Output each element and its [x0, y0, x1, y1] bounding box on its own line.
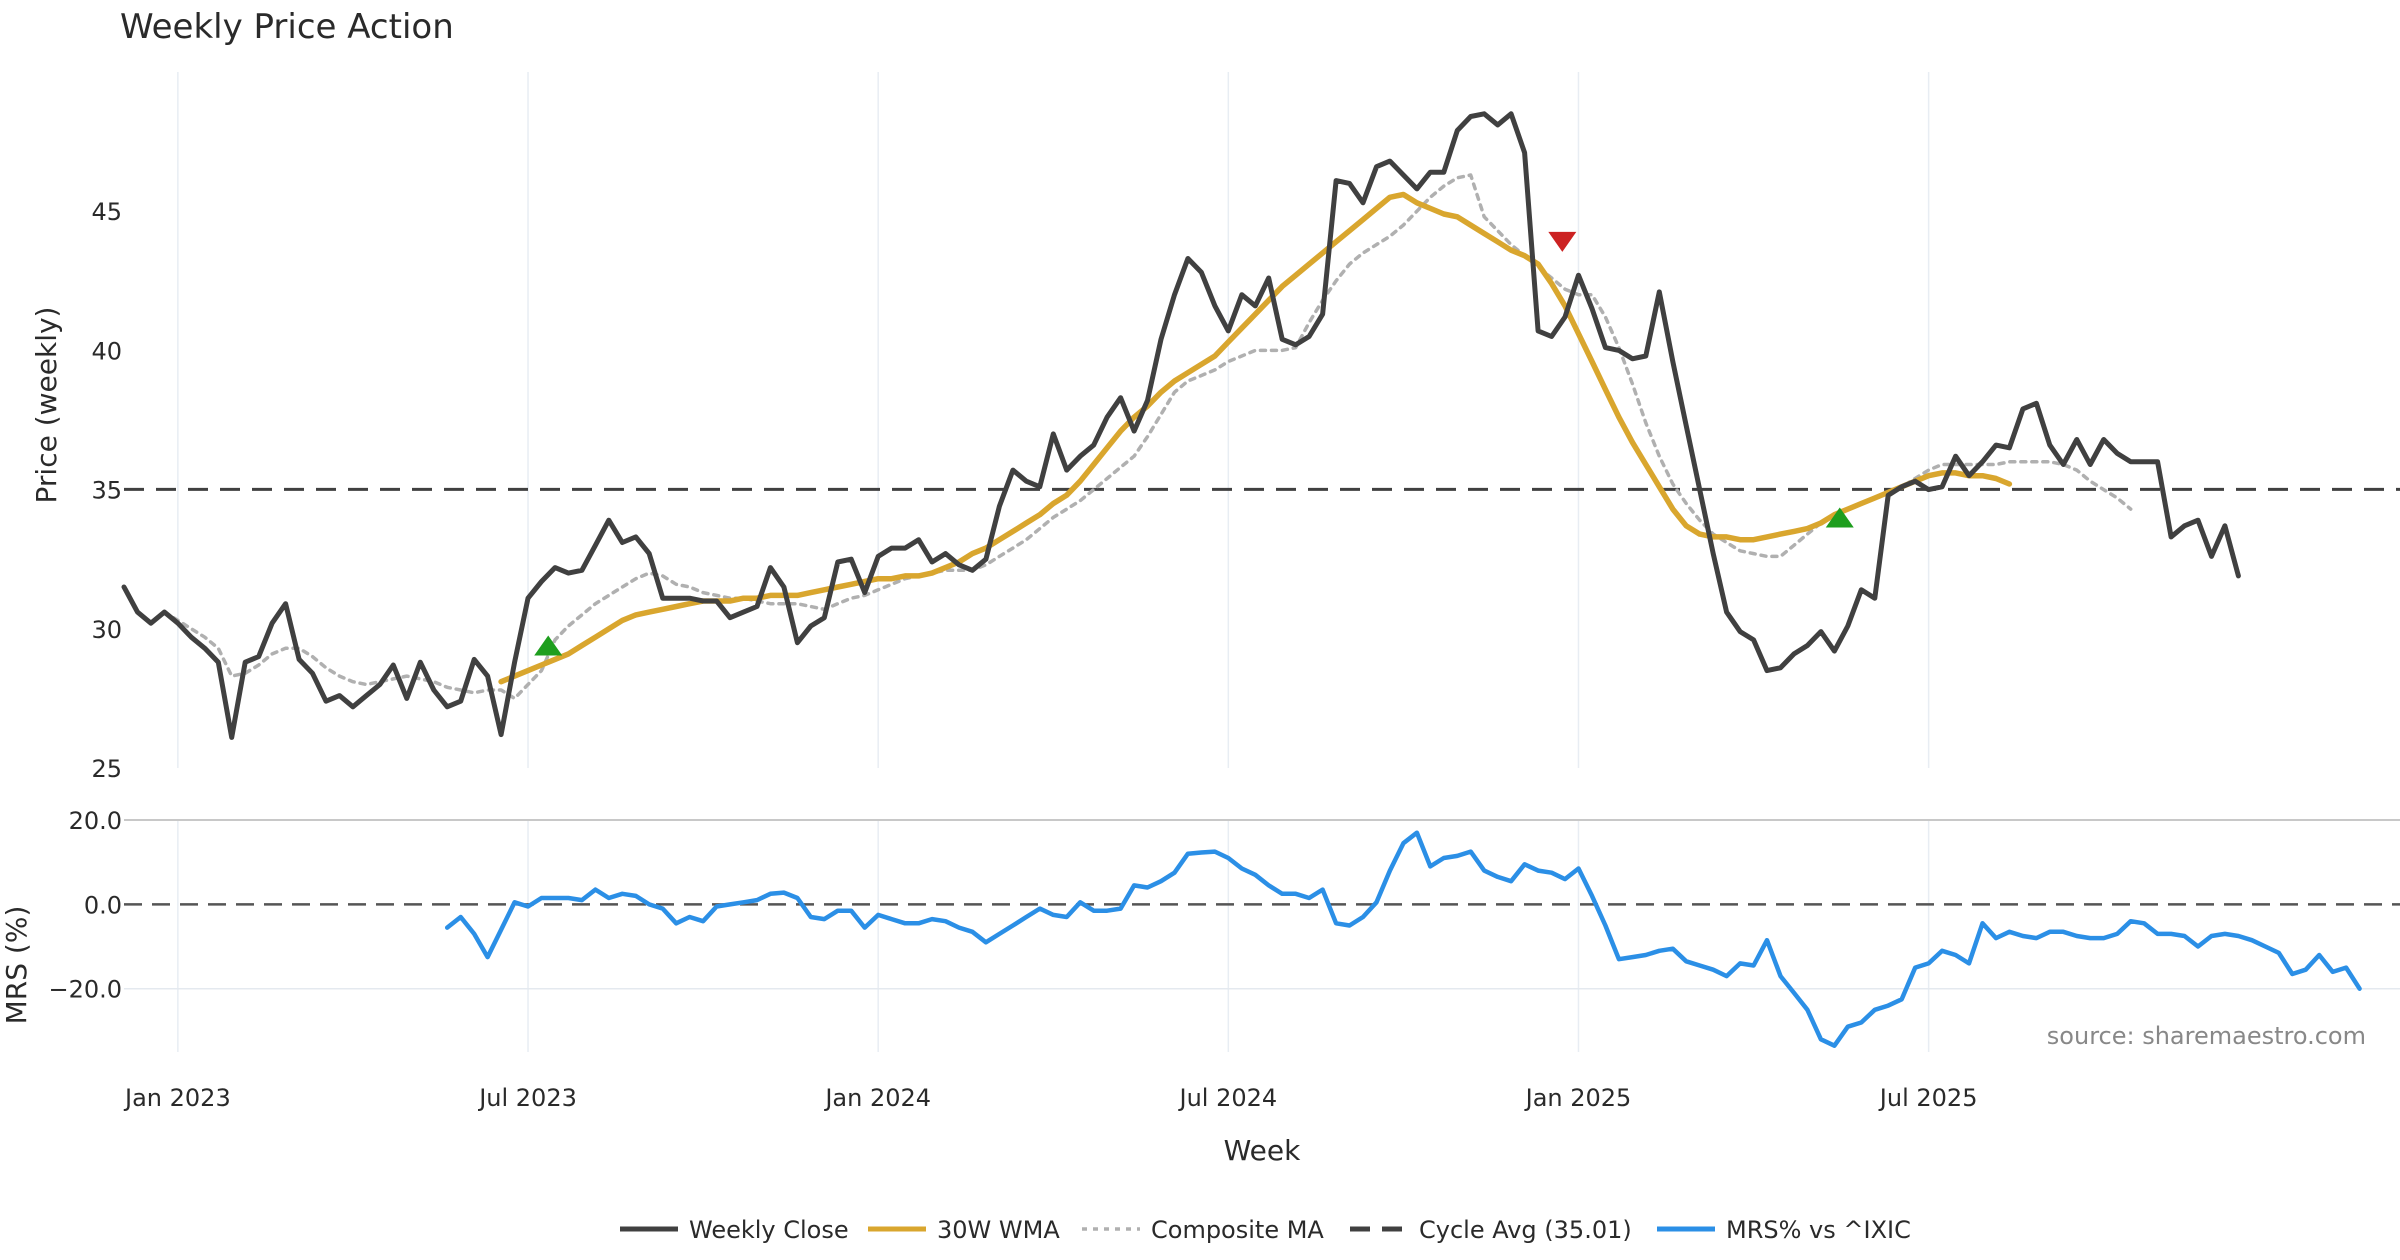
x-axis-label: Week — [1224, 1134, 1301, 1167]
price-y-tick-35: 35 — [91, 477, 122, 505]
mrs-gridlines — [124, 819, 2400, 1052]
signal-markers — [534, 231, 1854, 656]
price-y-axis-label: Price (weekly) — [30, 307, 63, 504]
price-y-tick-45: 45 — [91, 198, 122, 226]
buy-signal-marker-0 — [534, 635, 563, 656]
price-y-ticks: 25 30 35 40 45 — [91, 198, 122, 783]
price-y-tick-25: 25 — [91, 755, 122, 783]
price-y-tick-30: 30 — [91, 616, 122, 644]
legend-label-cycle-avg-35-01: Cycle Avg (35.01) — [1419, 1216, 1632, 1244]
x-tick-jan-2024: Jan 2024 — [823, 1084, 931, 1112]
mrs-series-group — [444, 830, 2362, 1048]
legend-label-30w-wma: 30W WMA — [937, 1216, 1060, 1244]
legend-label-weekly-close: Weekly Close — [689, 1216, 849, 1244]
x-tick-jul-2024: Jul 2024 — [1177, 1084, 1277, 1112]
price-gridlines — [177, 72, 1930, 768]
legend-item-cycle-avg-35-01: Cycle Avg (35.01) — [1350, 1216, 1632, 1244]
series-weekly-close — [121, 111, 2241, 740]
series-mrs-vs-ixic — [444, 830, 2362, 1048]
x-tick-jan-2025: Jan 2025 — [1524, 1084, 1632, 1112]
legend-item-weekly-close: Weekly Close — [620, 1216, 849, 1244]
x-ticks: Jan 2023 Jul 2023 Jan 2024 Jul 2024 Jan 2025… — [123, 1084, 1977, 1112]
mrs-y-tick-1: 0.0 — [84, 891, 122, 919]
legend: Weekly Close 30W WMA Composite MA Cycle Avg… — [620, 1216, 1911, 1244]
price-series-group — [121, 111, 2400, 740]
x-tick-jan-2023: Jan 2023 — [123, 1084, 231, 1112]
legend-item-30w-wma: 30W WMA — [868, 1216, 1060, 1244]
buy-signal-marker-2 — [1825, 507, 1854, 528]
legend-item-mrs-vs-ixic: MRS% vs ^IXIC — [1657, 1216, 1911, 1244]
x-tick-jul-2025: Jul 2025 — [1878, 1084, 1978, 1112]
legend-label-mrs-vs-ixic: MRS% vs ^IXIC — [1726, 1216, 1911, 1244]
chart-title: Weekly Price Action — [120, 7, 454, 47]
source-note: source: sharemaestro.com — [2047, 1022, 2366, 1050]
mrs-y-ticks: 20.0 0.0 −20.0 — [48, 807, 122, 1004]
legend-item-composite-ma: Composite MA — [1082, 1216, 1324, 1244]
mrs-y-tick-2: −20.0 — [48, 976, 122, 1004]
legend-label-composite-ma: Composite MA — [1151, 1216, 1324, 1244]
sell-signal-marker-1 — [1548, 231, 1577, 252]
price-y-tick-40: 40 — [91, 337, 122, 365]
mrs-y-tick-0: 20.0 — [69, 807, 122, 835]
mrs-y-axis-label: MRS (%) — [0, 906, 33, 1025]
series-30w-wma — [498, 191, 2013, 685]
x-tick-jul-2023: Jul 2023 — [477, 1084, 577, 1112]
